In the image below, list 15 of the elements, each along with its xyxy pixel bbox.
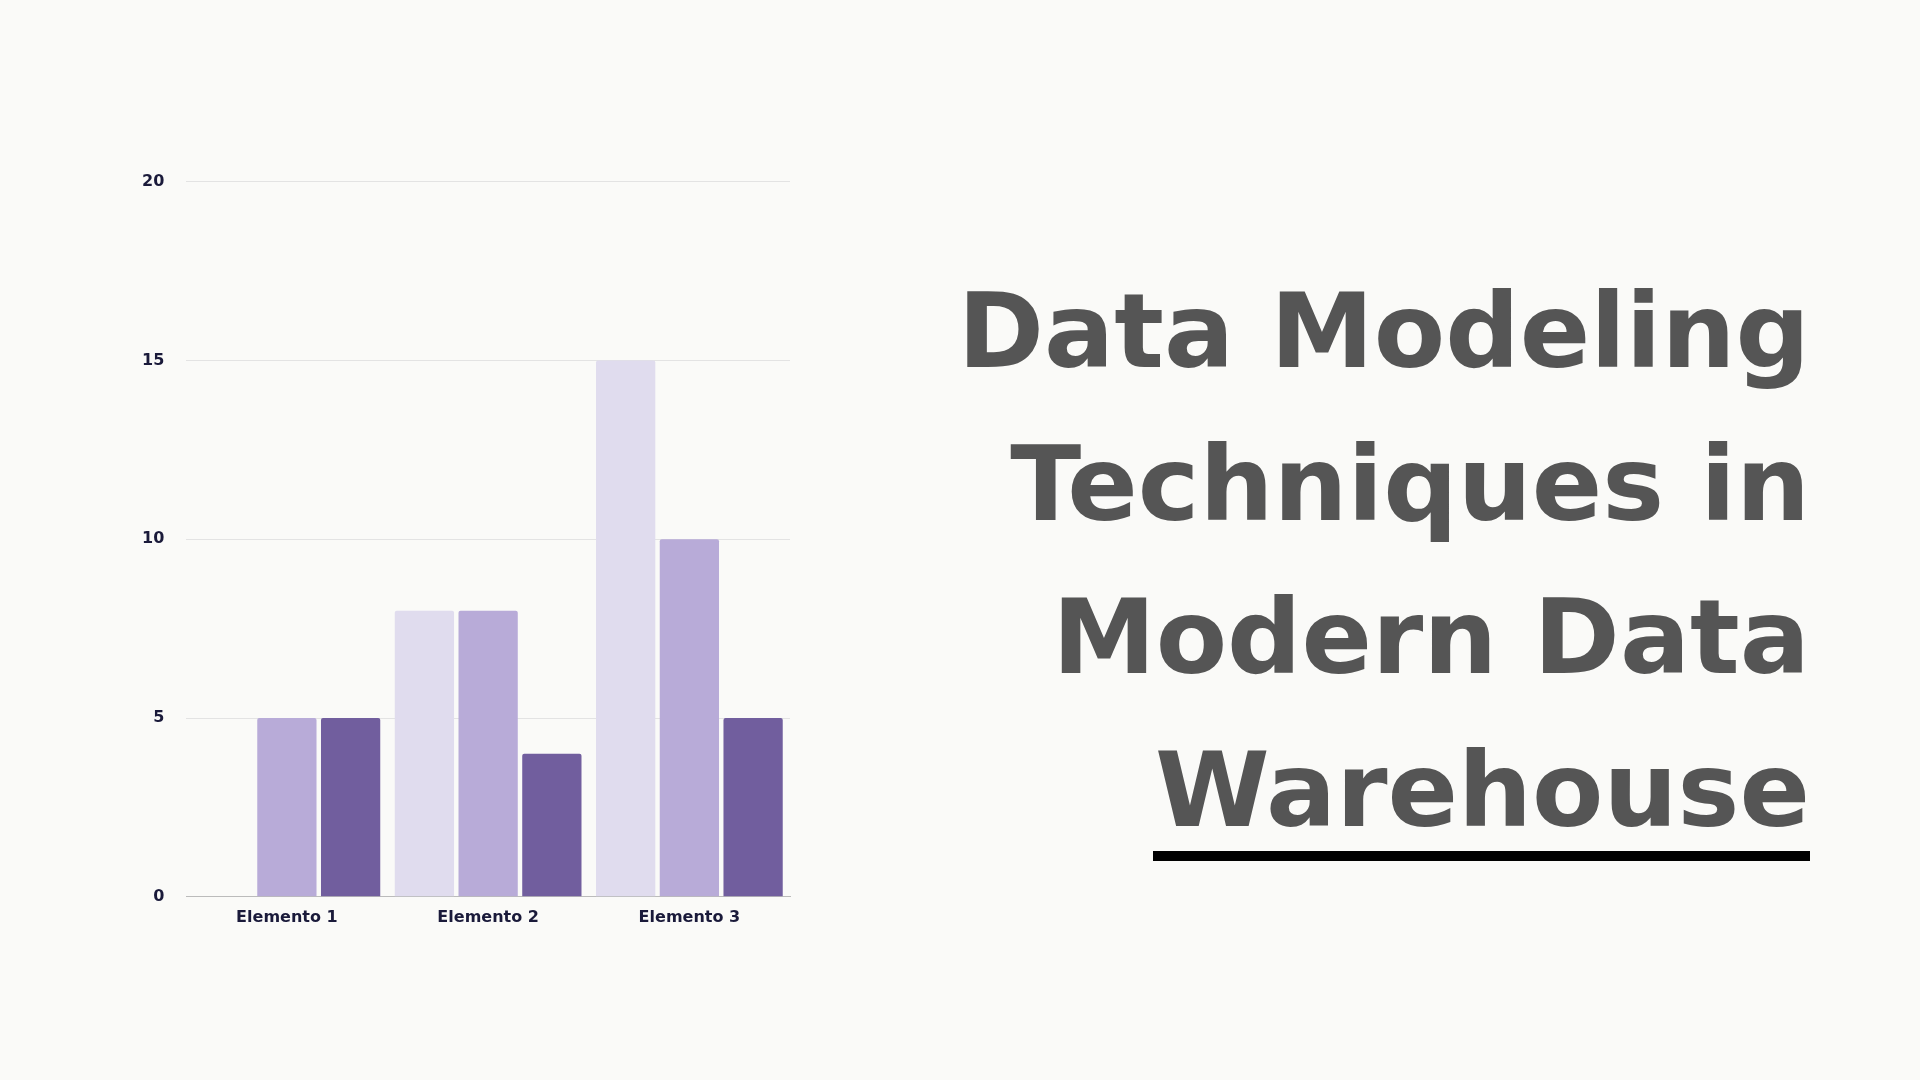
x-tick-label: Elemento 1	[236, 906, 338, 926]
bar	[320, 718, 381, 897]
bar	[522, 753, 582, 897]
y-tick-label: 0	[153, 885, 165, 905]
y-tick-label: 10	[142, 528, 165, 548]
bar	[723, 718, 783, 897]
x-tick-label: Elemento 2	[437, 906, 539, 926]
bar	[458, 610, 518, 897]
y-tick-label: 20	[142, 170, 165, 190]
bar	[659, 539, 720, 897]
y-tick-label: 5	[153, 707, 165, 727]
y-tick-label: 15	[142, 349, 165, 369]
x-tick-label: Elemento 3	[638, 906, 741, 926]
bar	[257, 718, 317, 897]
text: Data Modeling Techniques in Modern Data Warehouse	[956, 269, 1810, 853]
